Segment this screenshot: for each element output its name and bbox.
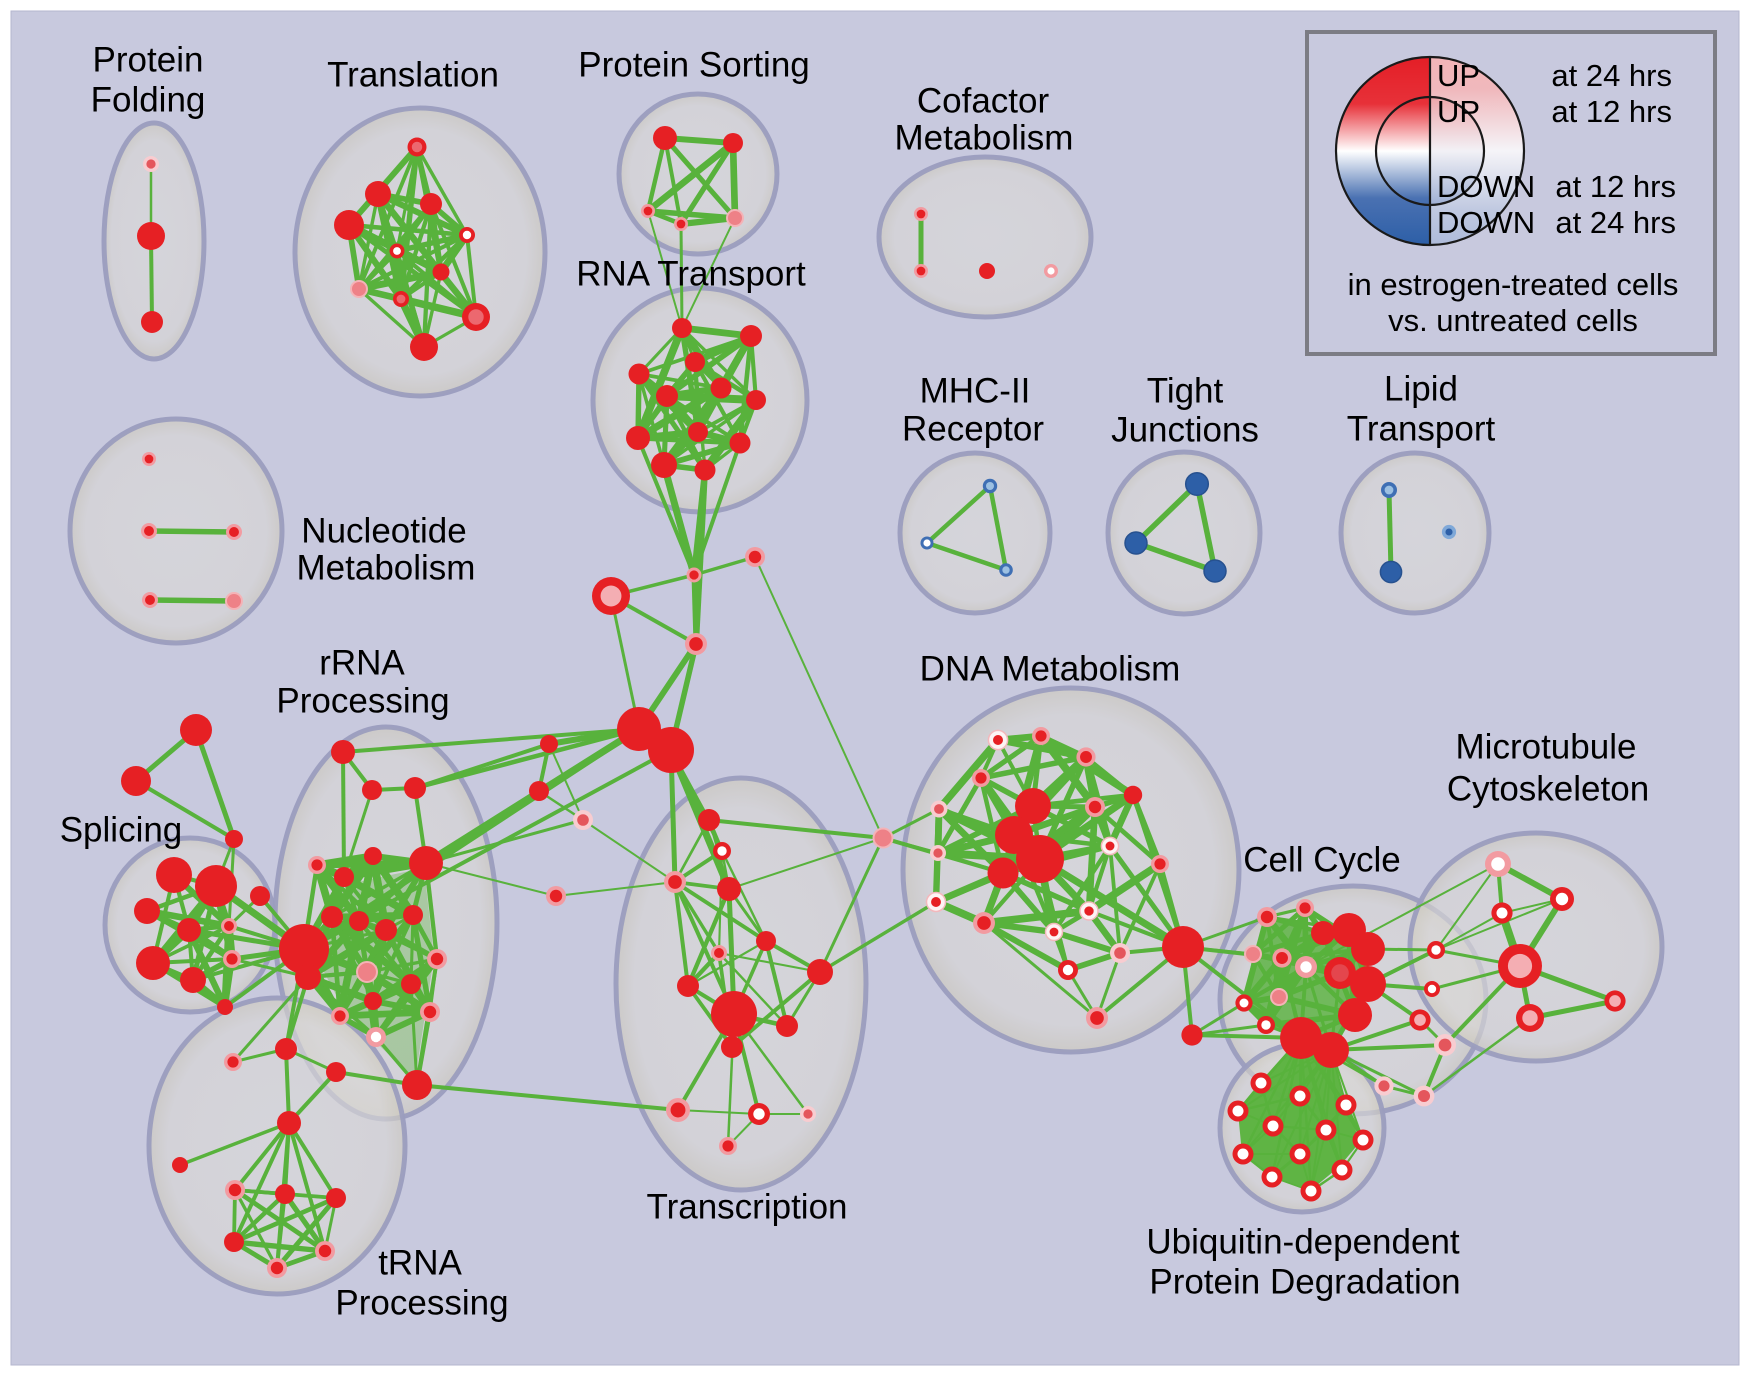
svg-text:MHC-II: MHC-II <box>920 371 1031 410</box>
svg-text:RNA Transport: RNA Transport <box>576 254 806 293</box>
svg-text:Protein Sorting: Protein Sorting <box>578 45 810 84</box>
svg-text:Tight: Tight <box>1147 371 1224 410</box>
svg-text:Splicing: Splicing <box>60 810 183 849</box>
svg-text:Ubiquitin-dependent: Ubiquitin-dependent <box>1146 1222 1460 1261</box>
svg-text:at 24 hrs: at 24 hrs <box>1551 58 1672 93</box>
svg-text:Metabolism: Metabolism <box>297 548 476 587</box>
svg-text:Protein: Protein <box>93 40 204 79</box>
svg-text:Processing: Processing <box>335 1283 508 1322</box>
svg-text:Nucleotide: Nucleotide <box>301 511 466 550</box>
svg-text:at 12 hrs: at 12 hrs <box>1551 94 1672 129</box>
svg-text:DOWN: DOWN <box>1437 205 1535 240</box>
svg-text:vs. untreated cells: vs. untreated cells <box>1388 303 1638 338</box>
svg-text:Metabolism: Metabolism <box>895 118 1074 157</box>
svg-text:at 24 hrs: at 24 hrs <box>1555 205 1676 240</box>
svg-text:Receptor: Receptor <box>902 409 1044 448</box>
svg-text:Cofactor: Cofactor <box>917 81 1050 120</box>
svg-text:Cell Cycle: Cell Cycle <box>1243 840 1401 879</box>
svg-text:rRNA: rRNA <box>319 643 405 682</box>
svg-text:Processing: Processing <box>276 681 449 720</box>
svg-text:Transport: Transport <box>1347 409 1496 448</box>
svg-text:DOWN: DOWN <box>1437 169 1535 204</box>
svg-text:tRNA: tRNA <box>378 1243 462 1282</box>
svg-text:Translation: Translation <box>327 55 499 94</box>
svg-text:UP: UP <box>1437 94 1480 129</box>
svg-text:Microtubule: Microtubule <box>1456 727 1637 766</box>
svg-text:Protein Degradation: Protein Degradation <box>1149 1262 1460 1301</box>
svg-text:Folding: Folding <box>91 80 206 119</box>
svg-text:UP: UP <box>1437 58 1480 93</box>
svg-text:Lipid: Lipid <box>1384 369 1458 408</box>
svg-text:Transcription: Transcription <box>647 1187 848 1226</box>
svg-text:in estrogen-treated cells: in estrogen-treated cells <box>1348 267 1679 302</box>
svg-text:DNA Metabolism: DNA Metabolism <box>920 649 1181 688</box>
svg-text:Junctions: Junctions <box>1111 410 1259 449</box>
svg-text:at 12 hrs: at 12 hrs <box>1555 169 1676 204</box>
svg-text:Cytoskeleton: Cytoskeleton <box>1447 769 1649 808</box>
